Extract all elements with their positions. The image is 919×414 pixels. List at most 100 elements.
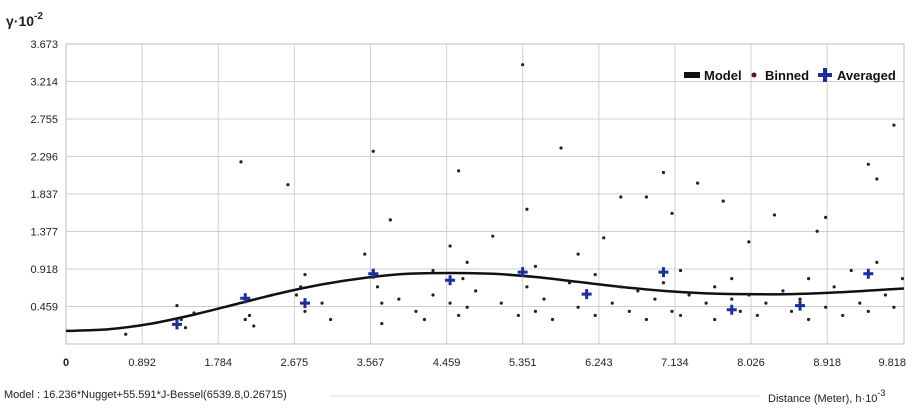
binned-point — [730, 277, 734, 281]
binned-point — [124, 332, 128, 336]
binned-point — [252, 324, 256, 328]
binned-point — [303, 309, 307, 313]
binned-point — [713, 285, 717, 289]
binned-point — [755, 313, 759, 318]
plot-area — [65, 43, 905, 345]
x-tick-label: 8.026 — [737, 357, 765, 369]
binned-point — [747, 240, 751, 244]
y-tick-label: 2.296 — [30, 151, 58, 163]
binned-point — [431, 293, 435, 297]
binned-point — [593, 313, 597, 318]
binned-point — [499, 301, 503, 305]
y-tick-label: 3.673 — [30, 39, 58, 51]
binned-point — [806, 317, 811, 322]
binned-point — [192, 311, 196, 315]
binned-point — [866, 162, 870, 166]
binned-point — [772, 213, 777, 217]
x-axis-ticks: 0 0.892 1.784 2.675 3.567 4.459 5.351 6.243 7.13… — [63, 357, 906, 369]
binned-point — [175, 304, 179, 308]
binned-point — [576, 305, 580, 309]
binned-point — [550, 317, 555, 322]
binned-point — [375, 285, 380, 289]
binned-point — [491, 234, 495, 238]
binned-point — [764, 301, 768, 305]
binned-point — [286, 183, 290, 187]
model-equation: Model : 16.236*Nugget+55.591*J-Bessel(65… — [4, 389, 287, 401]
x-tick-label: 1.784 — [205, 357, 233, 369]
averaged-point — [445, 275, 456, 286]
binned-point — [457, 313, 461, 318]
y-tick-label: 1.837 — [30, 189, 58, 201]
x-tick-label: 7.134 — [661, 357, 689, 369]
binned-point — [661, 281, 666, 285]
x-tick-label: 2.675 — [281, 357, 309, 369]
binned-point — [738, 309, 742, 313]
binned-point — [875, 260, 879, 264]
x-tick-label: 4.459 — [433, 357, 461, 369]
binned-point — [806, 277, 811, 281]
y-axis-label-exponent: -2 — [34, 11, 43, 22]
binned-point — [687, 293, 691, 297]
binned-point — [670, 211, 674, 215]
binned-point — [824, 305, 828, 309]
binned-point — [183, 326, 188, 330]
binned-point — [474, 289, 478, 293]
binned-point — [448, 244, 452, 248]
legend-averaged-label: Averaged — [837, 68, 896, 83]
binned-point — [299, 285, 303, 289]
averaged-point — [240, 293, 251, 304]
binned-point — [610, 301, 614, 305]
binned-point — [516, 313, 520, 318]
binned-point — [730, 297, 734, 301]
binned-point — [414, 309, 418, 313]
averaged-point — [581, 289, 592, 300]
binned-point — [892, 305, 896, 309]
binned-point — [521, 63, 525, 67]
binned-point — [303, 272, 307, 277]
binned-point — [363, 252, 367, 256]
averaged-point — [726, 304, 737, 315]
binned-point — [388, 218, 392, 222]
binned-point — [247, 313, 252, 318]
binned-point — [721, 199, 725, 203]
averaged-point — [299, 298, 310, 309]
x-tick-label: 8.918 — [813, 357, 841, 369]
model-series — [65, 271, 905, 333]
x-tick-label: 0 — [63, 357, 69, 369]
binned-point — [619, 285, 623, 289]
binned-series — [124, 63, 905, 336]
binned-point — [525, 285, 529, 289]
x-axis-label-exponent: -3 — [877, 388, 885, 398]
binned-point — [243, 317, 247, 322]
y-tick-label: 0.459 — [30, 302, 58, 314]
averaged-point — [795, 300, 806, 311]
binned-point — [789, 309, 794, 313]
binned-point — [824, 215, 828, 220]
averaged-series — [171, 267, 874, 330]
binned-point — [525, 207, 529, 211]
binned-point — [627, 309, 631, 313]
x-tick-label: 3.567 — [357, 357, 385, 369]
binned-point — [883, 293, 887, 297]
binned-point — [179, 317, 183, 322]
y-axis-ticks: 0.459 0.918 1.377 1.837 2.296 2.755 3.214 3.673 — [30, 39, 58, 314]
binned-point — [678, 313, 683, 318]
binned-point — [781, 289, 785, 293]
binned-point — [892, 123, 896, 127]
model-curve — [65, 271, 905, 333]
x-tick-label: 9.818 — [878, 357, 906, 369]
binned-point — [841, 313, 845, 318]
binned-point — [602, 236, 606, 240]
x-tick-label: 6.243 — [585, 357, 613, 369]
binned-point — [653, 297, 657, 301]
binned-point — [320, 301, 324, 305]
binned-point — [457, 169, 461, 173]
binned-point — [849, 268, 853, 273]
binned-point — [644, 317, 649, 322]
legend-averaged-swatch — [818, 68, 832, 82]
binned-point — [559, 146, 563, 150]
y-tick-label: 0.918 — [30, 264, 58, 276]
averaged-point — [658, 267, 669, 278]
legend-binned-label: Binned — [765, 68, 809, 83]
